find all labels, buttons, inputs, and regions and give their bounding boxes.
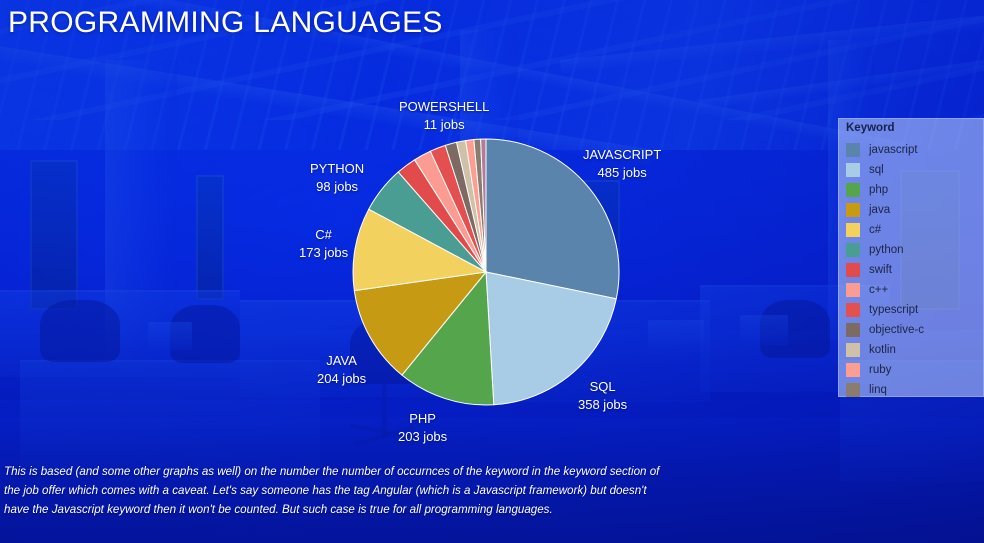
- legend-item-php[interactable]: php: [846, 180, 980, 200]
- slice-label-name: SQL: [589, 379, 616, 394]
- legend-item-ruby[interactable]: ruby: [846, 360, 980, 380]
- legend-item-javascript[interactable]: javascript: [846, 140, 980, 160]
- legend-swatch-icon: [846, 383, 860, 397]
- slice-label-value: 98 jobs: [316, 179, 359, 195]
- legend-item-java[interactable]: java: [846, 200, 980, 220]
- legend-swatch-icon: [846, 343, 860, 357]
- pie-slice-php[interactable]: [401, 270, 495, 406]
- legend-item-label: java: [869, 204, 891, 216]
- legend-item-swift[interactable]: swift: [846, 260, 980, 280]
- slice-label-value: 358 jobs: [578, 397, 628, 413]
- slice-label-value: 485 jobs: [597, 165, 647, 181]
- slice-label-sql: SQL 358 jobs: [578, 378, 627, 415]
- slice-label-csharp: C# 173 jobs: [299, 226, 348, 263]
- pie-slice-c-[interactable]: [352, 208, 488, 292]
- legend-item-sql[interactable]: sql: [846, 160, 980, 180]
- legend-item-c-[interactable]: c#: [846, 220, 980, 240]
- legend-item-label: objective-c: [869, 324, 924, 336]
- legend-item-python[interactable]: python: [846, 240, 980, 260]
- slice-label-value: 173 jobs: [299, 245, 349, 261]
- legend-item-label: c#: [869, 224, 882, 236]
- pie-slice-group: [352, 138, 620, 406]
- slice-label-name: JAVASCRIPT: [583, 147, 662, 162]
- legend-item-kotlin[interactable]: kotlin: [846, 340, 980, 360]
- legend-item-label: php: [869, 184, 889, 196]
- slice-label-name: JAVA: [326, 353, 357, 368]
- legend-swatch-icon: [846, 163, 860, 177]
- legend-title: Keyword: [846, 122, 895, 134]
- legend-swatch-icon: [846, 143, 860, 157]
- legend-swatch-icon: [846, 183, 860, 197]
- slice-label-php: PHP 203 jobs: [398, 410, 447, 447]
- legend-item-label: ruby: [869, 364, 892, 376]
- slice-label-value: 11 jobs: [423, 117, 465, 133]
- slice-label-name: PYTHON: [310, 161, 365, 176]
- chart-legend: Keyword javascript sql php java c# python swif…: [838, 118, 984, 397]
- legend-item-objective-c[interactable]: objective-c: [846, 320, 980, 340]
- legend-swatch-icon: [846, 363, 860, 377]
- legend-item-label: kotlin: [869, 344, 896, 356]
- legend-item-label: python: [869, 244, 904, 256]
- slice-label-powershell: POWERSHELL 11 jobs: [399, 98, 489, 135]
- legend-item-label: sql: [869, 164, 884, 176]
- page-title: PROGRAMMING LANGUAGES: [8, 6, 443, 39]
- slide-caption: This is based (and some other graphs as …: [4, 465, 660, 516]
- pie-chart: [352, 138, 620, 406]
- legend-item-c-[interactable]: c++: [846, 280, 980, 300]
- pie-slice-powershell[interactable]: [480, 138, 487, 273]
- legend-item-typescript[interactable]: typescript: [846, 300, 980, 320]
- pie-chart-svg: [352, 138, 620, 406]
- legend-swatch-icon: [846, 203, 860, 217]
- slice-label-value: 203 jobs: [398, 429, 448, 445]
- legend-swatch-icon: [846, 243, 860, 257]
- legend-item-label: linq: [869, 384, 887, 396]
- legend-swatch-icon: [846, 303, 860, 317]
- legend-swatch-icon: [846, 283, 860, 297]
- legend-item-list: javascript sql php java c# python swift c++ type…: [846, 140, 980, 400]
- slice-label-javascript: JAVASCRIPT 485 jobs: [583, 146, 661, 183]
- legend-swatch-icon: [846, 263, 860, 277]
- legend-item-linq[interactable]: linq: [846, 380, 980, 400]
- slice-label-name: POWERSHELL: [399, 99, 490, 114]
- slice-label-name: PHP: [409, 411, 436, 426]
- pie-slice-javascript[interactable]: [485, 138, 620, 300]
- slice-label-java: JAVA 204 jobs: [317, 352, 366, 389]
- slice-label-name: C#: [315, 227, 332, 242]
- slice-label-python: PYTHON 98 jobs: [310, 160, 364, 197]
- slice-label-value: 204 jobs: [317, 371, 367, 387]
- pie-slice-java[interactable]: [353, 271, 488, 376]
- legend-swatch-icon: [846, 323, 860, 337]
- legend-item-label: c++: [869, 284, 889, 296]
- legend-item-label: javascript: [869, 144, 918, 156]
- legend-swatch-icon: [846, 223, 860, 237]
- legend-item-label: typescript: [869, 304, 919, 316]
- legend-item-label: swift: [869, 264, 892, 276]
- pie-slice-sql[interactable]: [485, 271, 617, 406]
